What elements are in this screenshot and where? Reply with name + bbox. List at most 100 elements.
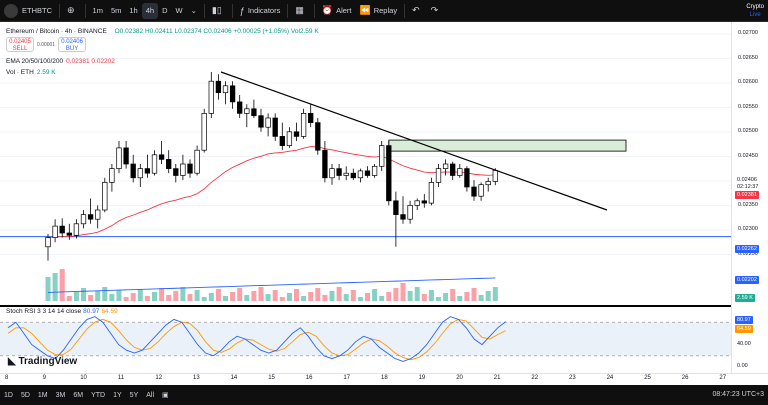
ema-short-line [47,146,496,239]
date-range-button[interactable]: ▣ [158,391,173,399]
candle-body [151,154,158,174]
replay-icon: ⏪ [359,5,371,15]
trade-buttons: 0.02405 SELL 0.00001 0.02406 BUY [6,37,87,52]
volume-legend[interactable]: Vol · ETH 2.59 K [6,69,56,76]
candle-body [393,200,399,215]
main-chart-pane[interactable] [0,22,731,305]
crypto-badge[interactable]: Crypto Live [746,3,764,19]
ema-long-line [47,277,496,293]
candle-body [59,225,65,234]
candle-body [450,163,456,176]
timeframe-1h[interactable]: 1h [129,6,138,15]
candle-body [173,168,179,176]
stoch-legend[interactable]: Stoch RSI 3 3 14 14 close 80.97 64.59 [6,308,118,315]
candle-body [45,237,51,248]
range-1m[interactable]: 1M [37,391,48,399]
range-1y[interactable]: 1Y [113,391,122,399]
layouts-button[interactable]: ▦ [291,0,311,22]
calendar-icon: ▣ [162,392,169,399]
candle-body [130,163,136,179]
volume-tag: 2.59 K [735,294,755,302]
candle-body [279,136,285,146]
range-6m[interactable]: 6M [73,391,84,399]
price-label: 0.02500 [738,128,758,134]
live-label: Live [749,12,761,18]
candle-body [421,200,427,204]
volume-bar [336,287,342,301]
candle-body [492,170,498,182]
candle-body [300,113,307,137]
stoch-k-line [7,316,506,362]
alert-button[interactable]: ⏰ Alert [318,0,356,22]
sell-label: SELL [12,45,28,52]
volume-bar [59,269,65,301]
time-label: 22 [531,375,539,381]
candle-body [471,186,477,197]
timeframe-4h[interactable]: 4h [141,2,159,19]
alarm-icon: ⏰ [321,5,334,15]
replay-button[interactable]: ⏪ Replay [356,0,402,22]
stoch-0-label: 0.00 [737,363,748,369]
add-symbol-button[interactable]: ⊕ [63,0,82,22]
stoch-k-value: 80.97 [83,308,100,315]
volume-bar [102,287,108,301]
price-label: 0.02300 [738,226,758,232]
candle-body [208,80,214,114]
volume-bar [272,290,278,301]
timeframe-d[interactable]: D [162,6,168,15]
volume-bar [386,292,392,301]
volume-bar [244,295,250,301]
range-ytd[interactable]: YTD [91,391,106,399]
vol-value: 2.59 K [36,69,56,76]
current-price-tag: 0.02406 [735,176,759,184]
candle-body [102,182,108,211]
candle-body [258,115,264,128]
time-label: 26 [681,375,689,381]
stoch-label: Stoch RSI 3 3 14 14 close [6,308,82,315]
candle-body [251,108,257,117]
buy-button[interactable]: 0.02406 BUY [58,37,87,52]
volume-bar [187,294,193,301]
timeframe-5m[interactable]: 5m [110,6,122,15]
candle-body [315,122,321,151]
range-5y[interactable]: 5Y [129,391,139,399]
indicators-button[interactable]: ƒ Indicators [236,0,285,22]
indicators-label: Indicators [247,6,281,15]
watermark-text: TradingView [18,356,78,367]
chart-type-button[interactable]: ▮▯ [208,0,229,22]
ema-legend[interactable]: EMA 20/50/100/200 0.02381 0.02202 [6,58,115,65]
redo-button[interactable]: ↷ [427,0,446,22]
volume-bar [286,293,292,301]
time-label: 11 [117,375,125,381]
undo-icon: ↶ [412,5,420,15]
symbol-search[interactable]: ETHBTC [0,0,56,22]
bottom-toolbar: 1D 5D 1M 3M 6M YTD 1Y 5Y All ▣ 08:47:23 … [0,385,768,405]
time-label: 9 [42,375,46,381]
volume-bar [443,293,449,301]
timeframe-dropdown[interactable]: ⌄ [187,0,201,22]
timeframe-w[interactable]: W [175,6,183,15]
range-3m[interactable]: 3M [55,391,66,399]
range-5d[interactable]: 5D [20,391,30,399]
candle-body [244,108,250,114]
time-scale[interactable] [0,373,768,385]
candle-body [80,214,87,225]
candle-body [187,163,193,174]
candle-body [428,182,435,204]
candle-body [166,159,172,169]
candle-body [265,117,271,128]
time-label: 8 [5,375,9,381]
price-label: 0.02650 [738,54,758,61]
volume-bar [265,294,271,301]
timeframe-1m[interactable]: 1m [92,6,103,15]
undo-button[interactable]: ↶ [408,0,427,22]
sell-button[interactable]: 0.02405 SELL [6,37,34,52]
indicators-icon: ƒ [239,5,245,16]
candle-body [272,117,278,137]
volume-bar [421,294,427,301]
candle-body [478,184,484,197]
range-1d[interactable]: 1D [4,391,13,399]
utc-clock[interactable]: 08:47:23 UTC+3 [712,391,764,398]
candle-body [158,154,165,160]
range-all[interactable]: All [146,391,155,399]
